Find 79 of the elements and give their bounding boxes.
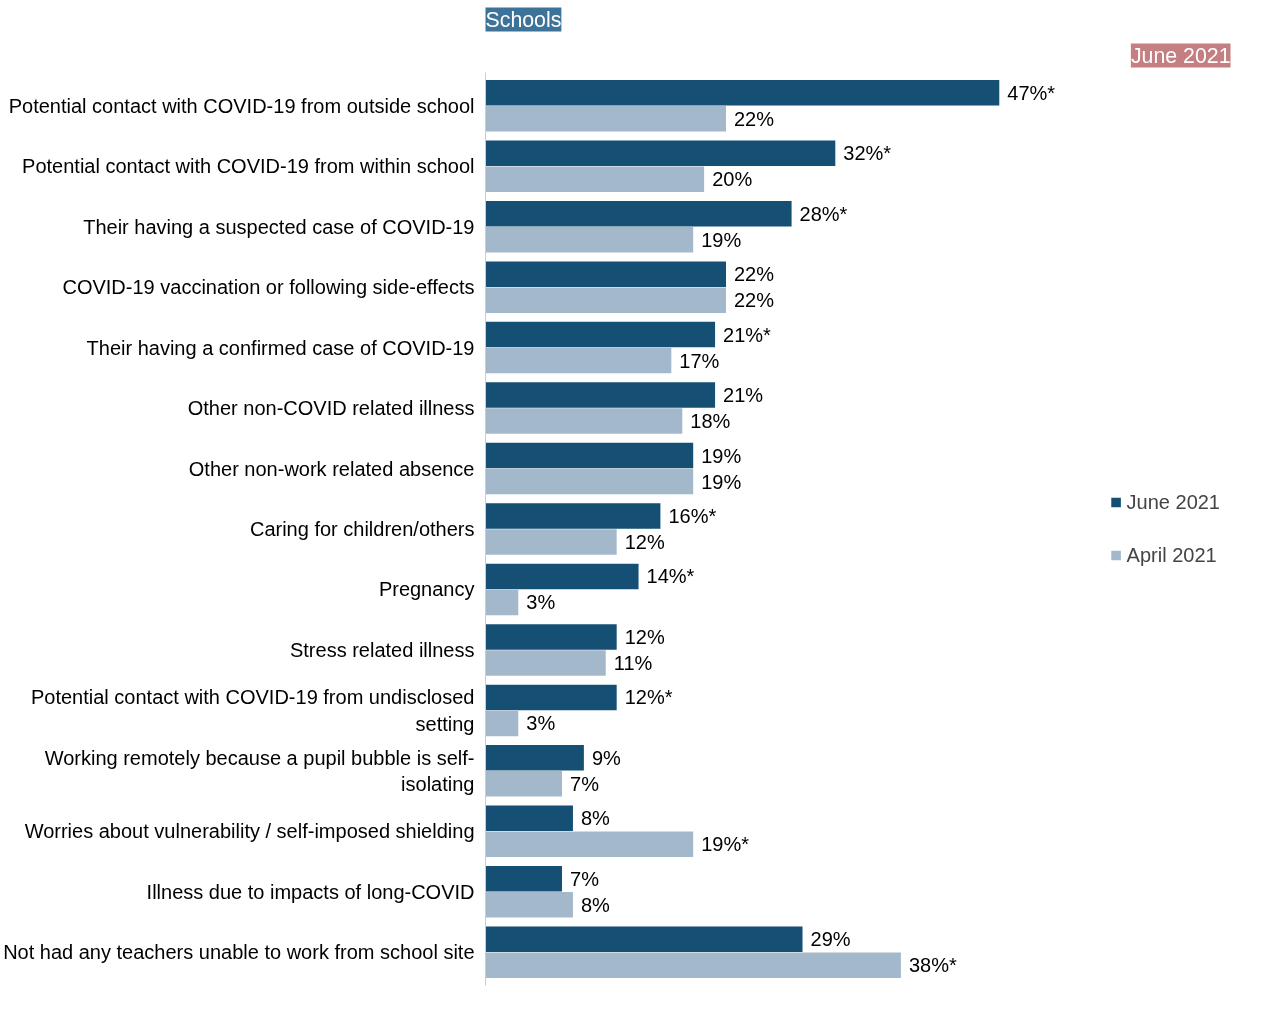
bar	[485, 684, 617, 711]
data-label: 12%	[624, 531, 665, 553]
bar	[485, 831, 694, 858]
data-label: 3%	[526, 712, 556, 735]
data-label: 32%*	[843, 142, 892, 165]
bar	[485, 529, 617, 555]
bar	[485, 226, 694, 253]
data-label: 8%	[580, 893, 611, 916]
legend-label: April 2021	[1126, 543, 1217, 567]
data-label: 47%*	[1007, 81, 1056, 104]
data-label: 16%*	[668, 505, 717, 527]
bar	[485, 442, 694, 469]
text: June 2021	[1130, 43, 1231, 68]
data-label: 18%	[690, 410, 731, 433]
bar	[485, 503, 661, 529]
bar	[485, 892, 573, 918]
data-label: 3%	[526, 591, 556, 614]
y-tick-label: Worries about vulnerability / self-imposed shielding	[24, 820, 475, 843]
bar	[485, 140, 836, 166]
data-label: 11%	[613, 651, 653, 674]
y-tick-label: Stress related illness	[289, 638, 475, 661]
bar	[485, 468, 694, 495]
y-tick-label: Illness due to impacts of long-COVID	[146, 880, 475, 903]
data-label: 29%	[810, 928, 851, 951]
chart-title: Schools	[485, 7, 562, 32]
bar	[485, 745, 584, 771]
bar	[485, 710, 519, 737]
data-label: 22%	[734, 289, 775, 312]
y-tick-label: Their having a confirmed case of COVID-19	[86, 336, 475, 359]
legend-label: June 2021	[1126, 490, 1220, 514]
bar	[485, 200, 792, 227]
y-tick-label: Potential contact with COVID-19 from outside school	[8, 94, 475, 117]
data-label: 19%	[701, 470, 742, 493]
y-tick-label: COVID-19 vaccination or following side-effects	[62, 276, 475, 299]
bar	[485, 166, 705, 192]
bar	[485, 624, 617, 650]
bar	[485, 261, 726, 287]
data-label: 20%	[712, 168, 753, 191]
bar	[485, 952, 901, 978]
bar	[485, 926, 803, 952]
data-label: 19%*	[701, 833, 750, 856]
data-label: 19%	[701, 228, 742, 251]
data-label: 17%	[679, 349, 720, 372]
bar	[485, 805, 573, 832]
bar	[485, 589, 519, 616]
bar	[485, 347, 672, 374]
y-tick-label: Working remotely because a pupil bubble is self-isolating	[44, 746, 475, 796]
bar	[485, 563, 639, 590]
data-label: 9%	[591, 746, 622, 769]
data-label: 21%*	[723, 323, 772, 346]
data-label: 19%	[701, 444, 742, 467]
bar	[485, 80, 1000, 106]
y-tick-label: Potential contact with COVID-19 from undisclosed setting	[30, 686, 475, 735]
y-tick-label: Caring for children/others	[249, 518, 475, 540]
bar	[485, 408, 683, 434]
data-label: 21%	[723, 384, 764, 407]
bar	[485, 287, 726, 313]
y-tick-label: Pregnancy	[378, 578, 475, 601]
bar	[485, 321, 716, 348]
data-label: 38%*	[908, 954, 957, 977]
data-label: 22%	[734, 263, 775, 286]
data-label: 12%	[624, 625, 665, 648]
bar	[485, 866, 563, 892]
data-label: 8%	[580, 807, 611, 830]
bar	[485, 650, 606, 676]
y-tick-label: Their having a suspected case of COVID-19	[83, 215, 475, 238]
data-label: 12%*	[624, 686, 673, 709]
y-tick-label: Not had any teachers unable to work from school site	[3, 941, 475, 964]
y-tick-label: Potential contact with COVID-19 from within school	[22, 155, 475, 178]
data-label: 7%	[570, 772, 600, 795]
data-label: 28%*	[799, 202, 848, 225]
y-tick-label: Other non-COVID related illness	[187, 397, 475, 420]
data-label: 22%	[734, 107, 775, 130]
y-tick-label: Other non-work related absence	[188, 457, 475, 480]
bar	[485, 382, 716, 408]
bar	[485, 106, 726, 132]
data-label: 7%	[570, 867, 600, 890]
data-label: 14%*	[646, 565, 695, 588]
bar	[485, 771, 563, 797]
